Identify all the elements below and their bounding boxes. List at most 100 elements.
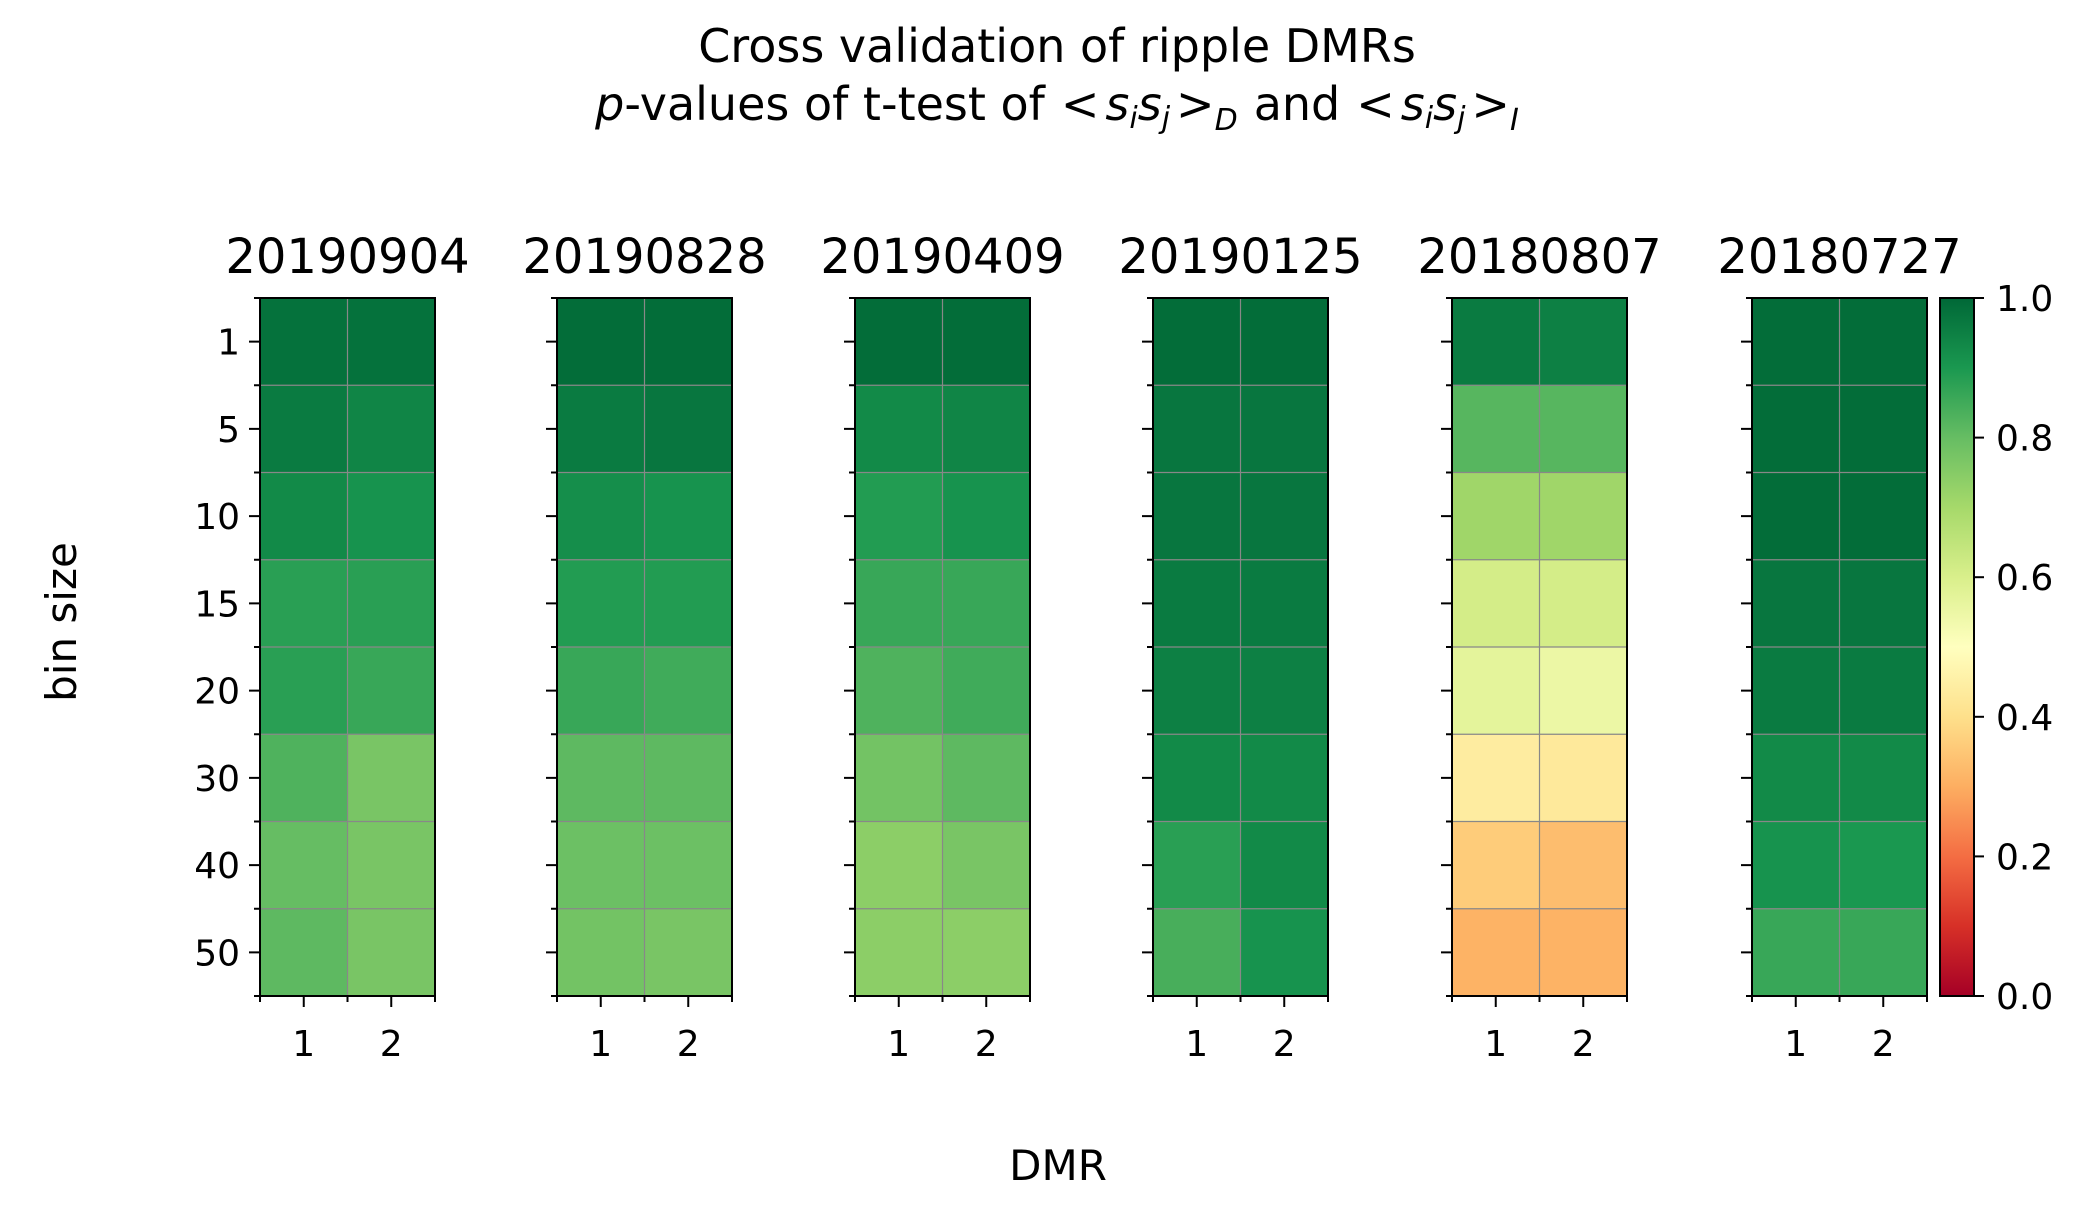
heatmap-cell bbox=[1539, 647, 1627, 735]
heatmap-cell bbox=[942, 385, 1030, 473]
heatmap-cell bbox=[1452, 647, 1540, 735]
heatmap-cell bbox=[1153, 908, 1241, 996]
x-tick-label: 2 bbox=[975, 1024, 998, 1065]
heatmap-cell bbox=[1153, 821, 1241, 909]
heatmap-cell bbox=[557, 908, 645, 996]
heatmap-cell bbox=[1839, 821, 1927, 909]
x-tick-label: 1 bbox=[1185, 1024, 1208, 1065]
heatmap-cell bbox=[644, 559, 732, 647]
heatmap-cell bbox=[1153, 734, 1241, 822]
heatmap-cell bbox=[1752, 908, 1840, 996]
y-tick-label: 30 bbox=[194, 759, 240, 800]
heatmap-cell bbox=[1839, 908, 1927, 996]
y-tick-label: 10 bbox=[194, 497, 240, 538]
panel-title: 20190125 bbox=[1118, 229, 1362, 285]
heatmap-cell bbox=[1839, 472, 1927, 560]
heatmap-cell bbox=[644, 385, 732, 473]
colorbar-tick-label: 0.8 bbox=[1996, 419, 2053, 460]
heatmap-cell bbox=[347, 734, 435, 822]
heatmap-cell bbox=[1539, 385, 1627, 473]
panel-title: 20190828 bbox=[522, 229, 766, 285]
chart-title-line1: Cross validation of ripple DMRs bbox=[698, 19, 1416, 73]
heatmap-cell bbox=[1539, 734, 1627, 822]
heatmap-cell bbox=[1839, 647, 1927, 735]
heatmap-cell bbox=[1452, 908, 1540, 996]
heatmap-cell bbox=[260, 298, 348, 386]
x-tick-label: 2 bbox=[677, 1024, 700, 1065]
heatmap-cell bbox=[557, 821, 645, 909]
x-axis-label: DMR bbox=[1009, 1141, 1107, 1190]
x-tick-label: 2 bbox=[1572, 1024, 1595, 1065]
heatmap-cell bbox=[260, 385, 348, 473]
heatmap-cell bbox=[644, 821, 732, 909]
heatmap-cell bbox=[855, 385, 943, 473]
heatmap-panel: 20190125 1 2 bbox=[1118, 229, 1362, 1065]
heatmap-cell bbox=[1839, 559, 1927, 647]
heatmap-cell bbox=[557, 559, 645, 647]
heatmap-cell bbox=[644, 298, 732, 386]
heatmap-cell bbox=[855, 559, 943, 647]
y-tick-label: 40 bbox=[194, 846, 240, 887]
panel-title: 20180807 bbox=[1417, 229, 1661, 285]
heatmap-cell bbox=[1752, 559, 1840, 647]
y-tick-label: 50 bbox=[194, 933, 240, 974]
heatmap-cell bbox=[855, 908, 943, 996]
heatmap-cell bbox=[347, 559, 435, 647]
heatmap-cell bbox=[1539, 908, 1627, 996]
heatmap-cell bbox=[1752, 298, 1840, 386]
heatmap-cell bbox=[1153, 559, 1241, 647]
chart-title-line2: p-values of t-test of < sisj >D and < sisj >I bbox=[594, 77, 1519, 138]
panel-title: 20180727 bbox=[1717, 229, 1961, 285]
heatmap-cell bbox=[855, 472, 943, 560]
x-tick-label: 2 bbox=[1872, 1024, 1895, 1065]
heatmap-cell bbox=[1452, 385, 1540, 473]
heatmap-cell bbox=[644, 908, 732, 996]
heatmap-cell bbox=[1539, 472, 1627, 560]
x-tick-label: 1 bbox=[589, 1024, 612, 1065]
colorbar-tick-label: 0.4 bbox=[1996, 698, 2053, 739]
colorbar-bar bbox=[1939, 297, 1975, 997]
x-tick-label: 1 bbox=[1784, 1024, 1807, 1065]
heatmap-cell bbox=[1539, 559, 1627, 647]
heatmap-cell bbox=[347, 908, 435, 996]
heatmap-cell bbox=[942, 821, 1030, 909]
panel-title: 20190409 bbox=[820, 229, 1064, 285]
heatmap-cell bbox=[1539, 821, 1627, 909]
heatmap-cell bbox=[855, 821, 943, 909]
x-tick-label: 1 bbox=[1484, 1024, 1507, 1065]
heatmap-cell bbox=[1240, 734, 1328, 822]
heatmap-cell bbox=[1240, 385, 1328, 473]
heatmap-cell bbox=[260, 821, 348, 909]
heatmap-cell bbox=[942, 734, 1030, 822]
heatmap-cell bbox=[557, 385, 645, 473]
heatmap-cell bbox=[942, 559, 1030, 647]
heatmap-cell bbox=[1839, 385, 1927, 473]
heatmap-cell bbox=[855, 647, 943, 735]
panel-title: 20190904 bbox=[225, 229, 469, 285]
heatmap-cell bbox=[260, 559, 348, 647]
heatmap-cell bbox=[942, 908, 1030, 996]
colorbar: 0.0 0.2 0.4 0.6 0.8 1.0 bbox=[1939, 279, 2053, 1018]
heatmap-cell bbox=[1240, 908, 1328, 996]
colorbar-tick-label: 1.0 bbox=[1996, 279, 2053, 320]
heatmap-cell bbox=[260, 734, 348, 822]
y-tick-label: 15 bbox=[194, 584, 240, 625]
heatmap-cell bbox=[644, 647, 732, 735]
y-axis-label: bin size bbox=[37, 542, 86, 702]
y-tick-label: 1 bbox=[217, 323, 240, 364]
heatmap-panel: 20180727 1 2 bbox=[1717, 229, 1961, 1065]
heatmap-panel: 20190828 1 2 bbox=[522, 229, 766, 1065]
heatmap-panel: 20190409 1 2 bbox=[820, 229, 1064, 1065]
heatmap-cell bbox=[644, 734, 732, 822]
x-tick-label: 2 bbox=[1273, 1024, 1296, 1065]
heatmap-cell bbox=[1839, 734, 1927, 822]
heatmap-cell bbox=[1752, 821, 1840, 909]
heatmap-cell bbox=[1752, 472, 1840, 560]
x-tick-label: 1 bbox=[887, 1024, 910, 1065]
heatmap-cell bbox=[1839, 298, 1927, 386]
x-tick-label: 2 bbox=[380, 1024, 403, 1065]
y-tick-label: 20 bbox=[194, 672, 240, 713]
